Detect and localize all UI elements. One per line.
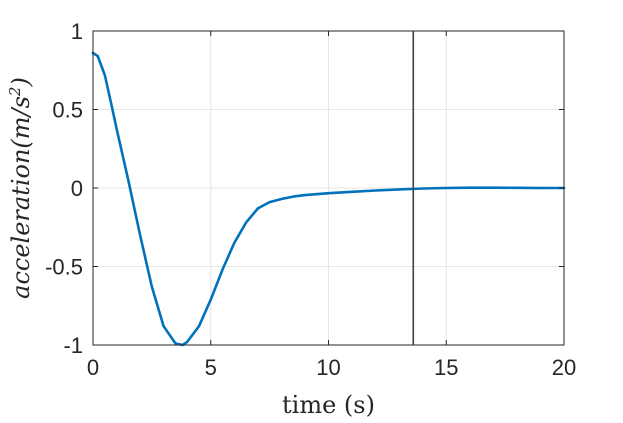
x-tick-label: 0 (87, 355, 99, 380)
x-tick-label: 15 (434, 355, 458, 380)
y-tick-label: 0.5 (52, 98, 83, 123)
y-tick-label: 0 (71, 176, 83, 201)
axis-ticks: 0 5 10 15 20 -1 -0.5 0 0.5 1 (45, 19, 576, 380)
y-axis-label: acceleration(m/s2) (6, 77, 35, 299)
y-tick-label: 1 (71, 19, 83, 44)
y-axis-label-base: acceleration(m/s (7, 96, 35, 299)
y-tick-label: -1 (63, 333, 83, 358)
x-tick-label: 20 (552, 355, 576, 380)
x-axis-label: time (s) (282, 391, 375, 419)
y-axis-label-exponent: 2 (6, 87, 24, 98)
series-layer (91, 51, 566, 347)
y-tick-label: -0.5 (45, 255, 83, 280)
x-tick-label: 10 (316, 355, 340, 380)
x-tick-label: 5 (205, 355, 217, 380)
y-axis-label-close: ) (7, 77, 35, 87)
series-line (91, 51, 566, 347)
